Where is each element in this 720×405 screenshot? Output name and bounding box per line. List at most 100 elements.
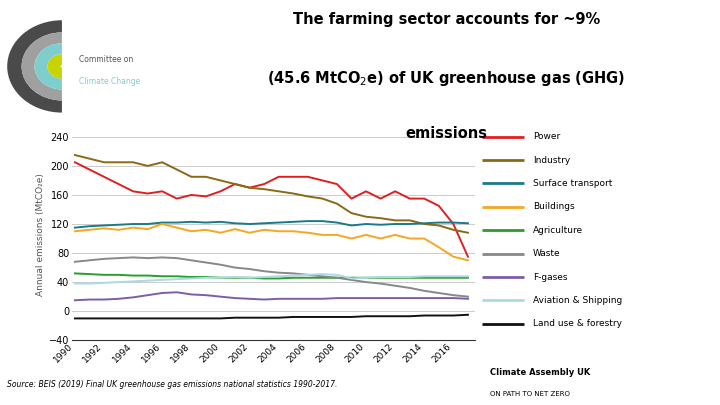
Buildings bbox=[464, 258, 472, 263]
Land use & forestry bbox=[361, 314, 370, 319]
Surface transport bbox=[377, 222, 385, 227]
Industry bbox=[260, 187, 269, 192]
F-gases bbox=[361, 296, 370, 301]
Agriculture bbox=[158, 274, 166, 279]
Waste bbox=[99, 256, 108, 261]
Industry bbox=[114, 160, 123, 165]
Waste bbox=[173, 256, 181, 260]
Waste bbox=[318, 274, 327, 279]
Land use & forestry bbox=[377, 314, 385, 319]
Industry bbox=[71, 153, 79, 158]
Agriculture bbox=[85, 272, 94, 277]
Power bbox=[143, 191, 152, 196]
Buildings bbox=[333, 232, 341, 237]
Industry bbox=[304, 194, 312, 199]
F-gases bbox=[449, 296, 458, 301]
F-gases bbox=[173, 290, 181, 295]
Industry bbox=[289, 191, 297, 196]
F-gases bbox=[71, 298, 79, 303]
Line: Power: Power bbox=[75, 162, 468, 257]
Line: Aviation & Shipping: Aviation & Shipping bbox=[75, 274, 468, 283]
Surface transport bbox=[361, 222, 370, 226]
Waste bbox=[85, 258, 94, 263]
Industry bbox=[420, 222, 428, 226]
Aviation & Shipping bbox=[129, 279, 138, 284]
Agriculture bbox=[246, 275, 254, 280]
Surface transport bbox=[129, 222, 138, 226]
Waste bbox=[143, 256, 152, 260]
Aviation & Shipping bbox=[246, 275, 254, 280]
Waste bbox=[260, 269, 269, 274]
Agriculture bbox=[377, 275, 385, 280]
Aviation & Shipping bbox=[377, 275, 385, 279]
Wedge shape bbox=[7, 20, 62, 113]
Buildings bbox=[274, 229, 283, 234]
Aviation & Shipping bbox=[158, 277, 166, 282]
Surface transport bbox=[187, 220, 196, 224]
Surface transport bbox=[289, 220, 297, 224]
Aviation & Shipping bbox=[347, 276, 356, 281]
Surface transport bbox=[333, 220, 341, 225]
Power bbox=[289, 175, 297, 179]
F-gases bbox=[129, 295, 138, 300]
Waste bbox=[347, 277, 356, 282]
Surface transport bbox=[391, 222, 400, 226]
Buildings bbox=[260, 227, 269, 232]
Land use & forestry bbox=[246, 315, 254, 320]
Waste bbox=[333, 275, 341, 280]
Surface transport bbox=[434, 220, 443, 225]
Wedge shape bbox=[22, 32, 62, 100]
Land use & forestry bbox=[173, 316, 181, 321]
Power bbox=[216, 189, 225, 194]
Land use & forestry bbox=[464, 312, 472, 317]
Buildings bbox=[158, 222, 166, 226]
Land use & forestry bbox=[347, 315, 356, 320]
Agriculture bbox=[173, 274, 181, 279]
Waste bbox=[129, 255, 138, 260]
Text: The farming sector accounts for ~9%: The farming sector accounts for ~9% bbox=[293, 12, 600, 27]
Wedge shape bbox=[48, 54, 62, 79]
Buildings bbox=[99, 226, 108, 231]
Land use & forestry bbox=[202, 316, 210, 321]
Waste bbox=[158, 255, 166, 260]
Buildings bbox=[246, 230, 254, 235]
Aviation & Shipping bbox=[202, 275, 210, 280]
Buildings bbox=[230, 227, 239, 232]
Agriculture bbox=[361, 275, 370, 280]
Industry bbox=[216, 178, 225, 183]
Text: Committee on: Committee on bbox=[79, 55, 133, 64]
F-gases bbox=[420, 296, 428, 301]
Waste bbox=[361, 280, 370, 285]
Industry bbox=[361, 214, 370, 219]
Agriculture bbox=[304, 275, 312, 280]
Waste bbox=[434, 290, 443, 295]
Agriculture bbox=[114, 273, 123, 277]
Surface transport bbox=[304, 219, 312, 224]
Buildings bbox=[361, 232, 370, 237]
Surface transport bbox=[318, 219, 327, 224]
Buildings bbox=[173, 225, 181, 230]
Waste bbox=[71, 259, 79, 264]
Industry bbox=[246, 185, 254, 190]
Power bbox=[129, 189, 138, 194]
Text: Waste: Waste bbox=[533, 249, 561, 258]
Aviation & Shipping bbox=[85, 281, 94, 286]
Land use & forestry bbox=[129, 316, 138, 321]
Land use & forestry bbox=[333, 315, 341, 320]
Land use & forestry bbox=[99, 316, 108, 321]
Land use & forestry bbox=[216, 316, 225, 321]
Aviation & Shipping bbox=[114, 280, 123, 285]
Aviation & Shipping bbox=[449, 274, 458, 279]
Surface transport bbox=[405, 222, 414, 226]
Land use & forestry bbox=[391, 314, 400, 319]
Agriculture bbox=[420, 275, 428, 280]
Aviation & Shipping bbox=[361, 275, 370, 280]
Land use & forestry bbox=[304, 315, 312, 320]
Aviation & Shipping bbox=[289, 273, 297, 278]
Buildings bbox=[304, 230, 312, 235]
Buildings bbox=[347, 236, 356, 241]
Industry bbox=[202, 175, 210, 179]
Text: (45.6 MtCO$_2$e) of UK greenhouse gas (GHG): (45.6 MtCO$_2$e) of UK greenhouse gas (G… bbox=[267, 69, 626, 88]
F-gases bbox=[464, 296, 472, 301]
Industry bbox=[143, 164, 152, 168]
